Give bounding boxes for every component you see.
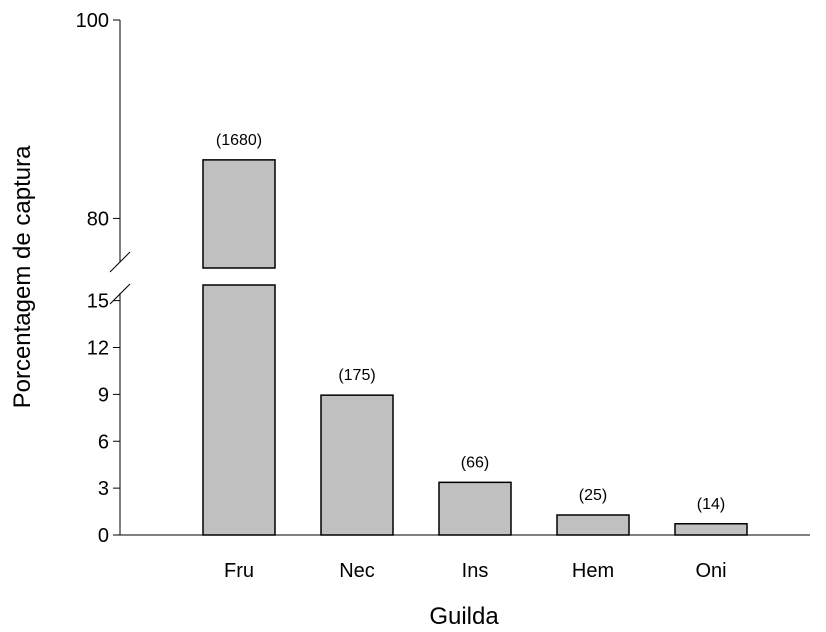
x-tick-label: Ins (462, 560, 489, 582)
bar-data-label: (1680) (216, 132, 262, 149)
x-tick-label: Oni (695, 560, 726, 582)
x-axis-title: Guilda (429, 603, 499, 630)
bar (321, 395, 393, 535)
axes: 0 3 6 9 12 15 80 100 (76, 10, 810, 547)
y-axis-title: Porcentagem de captura (9, 145, 36, 408)
y-tick-label: 80 (87, 208, 109, 230)
y-tick-label: 15 (87, 291, 109, 313)
y-tick-label: 0 (98, 525, 109, 547)
x-tick-label: Fru (224, 560, 254, 582)
x-tick-label: Nec (339, 560, 375, 582)
bar (557, 515, 629, 535)
bars (203, 160, 747, 535)
bar-data-label: (25) (579, 487, 607, 504)
bar (439, 482, 511, 535)
bar (675, 524, 747, 535)
y-tick-label: 3 (98, 478, 109, 500)
bar-lower-segment (203, 285, 275, 535)
x-tick-label: Hem (572, 560, 614, 582)
y-tick-label: 6 (98, 431, 109, 453)
bar-data-label: (14) (697, 496, 725, 513)
y-tick-label: 12 (87, 338, 109, 360)
y-tick-label: 100 (76, 10, 109, 32)
bar-data-label: (175) (338, 367, 375, 384)
y-tick-label: 9 (98, 384, 109, 406)
bar-upper-segment (203, 160, 275, 268)
bar-data-label: (66) (461, 454, 489, 471)
